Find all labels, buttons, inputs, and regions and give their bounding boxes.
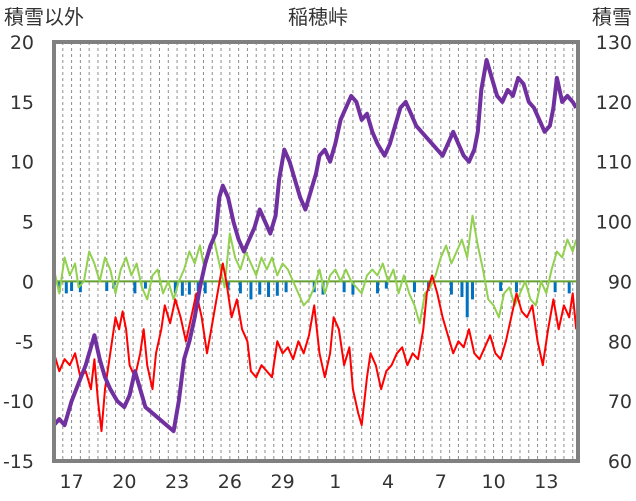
x-tick-label: 7 <box>435 471 447 493</box>
precipitation-bar <box>499 281 503 292</box>
x-tick-label: 17 <box>59 471 83 493</box>
right-tick-label: 130 <box>596 32 632 54</box>
precipitation-bar <box>514 281 518 293</box>
right-axis-label: 積雪 <box>592 5 632 29</box>
vertical-gridlines <box>62 42 574 461</box>
left-tick-label: 5 <box>22 212 34 234</box>
right-axis-ticks: 130 120 110 100 90 80 70 60 <box>596 32 632 473</box>
left-tick-label: 20 <box>10 32 34 54</box>
right-tick-label: 90 <box>608 271 632 293</box>
chart-title: 稲穂峠 <box>288 5 348 29</box>
left-axis-ticks: 20 15 10 5 0 -5 -10 -15 <box>3 32 34 473</box>
left-tick-label: -15 <box>3 451 34 473</box>
precipitation-bar <box>567 281 571 294</box>
precipitation-bar <box>470 281 474 300</box>
precipitation-bar <box>384 281 388 289</box>
plot-frame <box>52 40 580 463</box>
left-tick-label: 15 <box>10 92 34 114</box>
x-tick-label: 20 <box>112 471 136 493</box>
precipitation-bar <box>412 281 416 293</box>
precipitation-bar <box>180 281 184 296</box>
precipitation-bar <box>173 281 177 294</box>
snow-depth-line <box>52 58 578 434</box>
precipitation-bar <box>249 281 253 300</box>
right-tick-label: 80 <box>608 331 632 353</box>
left-tick-label: -10 <box>3 391 34 413</box>
left-tick-label: -5 <box>15 331 34 353</box>
x-tick-label: 29 <box>270 471 294 493</box>
precipitation-bar <box>238 281 242 294</box>
temperature-line <box>53 262 578 433</box>
precipitation-bar <box>64 281 68 294</box>
right-tick-label: 110 <box>596 152 632 174</box>
precipitation-bar <box>351 281 355 295</box>
precipitation-bar <box>376 281 380 294</box>
precipitation-bar <box>275 281 279 296</box>
x-tick-label: 1 <box>329 471 341 493</box>
precipitation-bar <box>449 281 453 295</box>
precipitation-bar <box>133 281 137 294</box>
left-axis-label: 積雪以外 <box>4 5 84 29</box>
precipitation-bar <box>553 281 557 293</box>
precipitation-bar <box>267 281 271 297</box>
precipitation-bar <box>70 281 74 292</box>
precipitation-bar <box>105 281 109 292</box>
x-tick-label: 23 <box>165 471 189 493</box>
right-tick-label: 100 <box>596 212 632 234</box>
precipitation-bar <box>258 281 262 295</box>
x-tick-label: 13 <box>534 471 558 493</box>
x-tick-label: 4 <box>382 471 394 493</box>
precipitation-bar <box>187 281 191 295</box>
precipitation-bar <box>284 281 288 293</box>
precipitation-bar <box>203 281 207 294</box>
right-tick-label: 60 <box>608 451 632 473</box>
precipitation-bar <box>143 281 147 289</box>
right-tick-label: 120 <box>596 92 632 114</box>
wind-line <box>53 214 578 325</box>
precipitation-bar <box>460 281 464 297</box>
right-tick-label: 70 <box>608 391 632 413</box>
precipitation-bar <box>465 281 469 318</box>
x-axis-ticks: 17 20 23 26 29 1 4 7 10 13 <box>59 471 558 493</box>
left-tick-label: 0 <box>22 271 34 293</box>
x-tick-label: 26 <box>218 471 242 493</box>
x-tick-label: 10 <box>482 471 506 493</box>
left-tick-label: 10 <box>10 152 34 174</box>
precipitation-bar <box>342 281 346 293</box>
series-lines <box>52 58 578 434</box>
precipitation-bar <box>226 281 230 290</box>
